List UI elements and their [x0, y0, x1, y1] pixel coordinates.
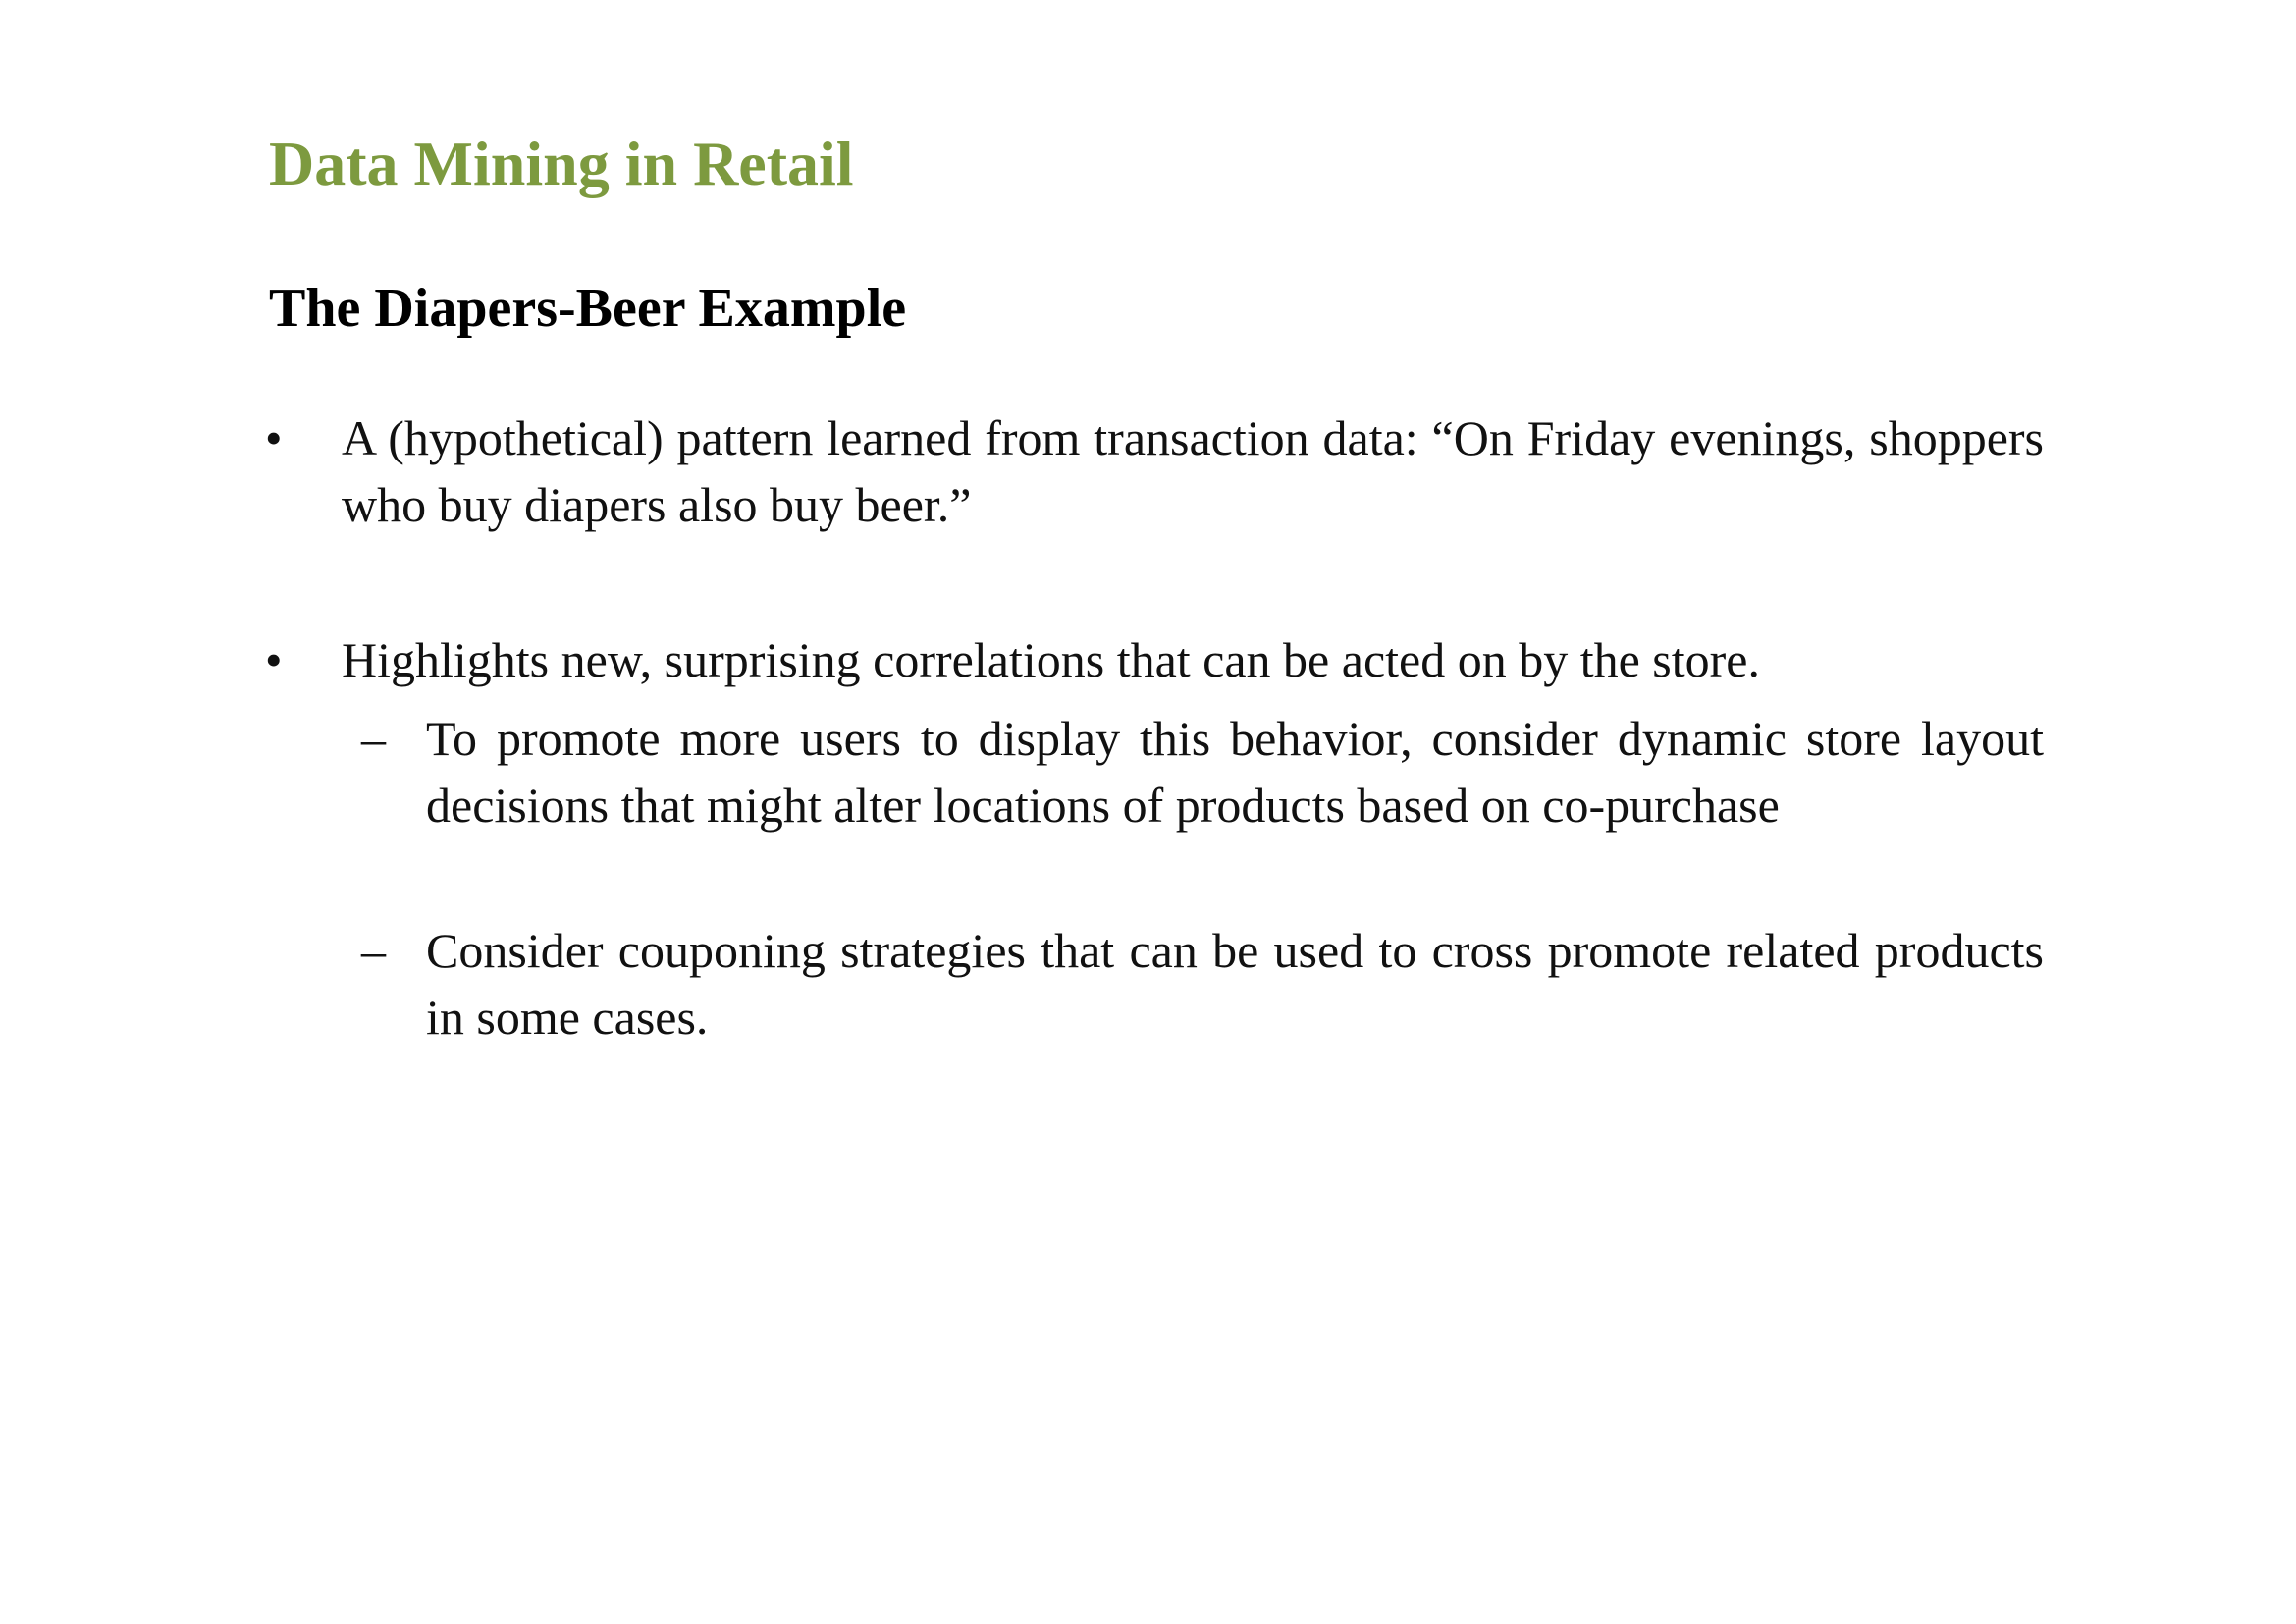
bullet-2-text: Highlights new, surprising correlations … — [342, 632, 1760, 687]
slide-subtitle: The Diapers-Beer Example — [269, 278, 907, 339]
bullet-1: • A (hypothetical) pattern learned from … — [265, 405, 2044, 542]
sub-bullet-1-text: To promote more users to display this be… — [426, 711, 2044, 833]
bullet-marker: • — [265, 632, 283, 687]
bullet-1-text: A (hypothetical) pattern learned from tr… — [342, 410, 2044, 532]
sub-bullet-marker: – — [361, 711, 386, 766]
sub-bullet-2: – Consider couponing strategies that can… — [361, 917, 2044, 1055]
bullet-2: • Highlights new, surprising correlation… — [265, 626, 2044, 695]
bullet-marker: • — [265, 410, 283, 465]
slide-title: Data Mining in Retail — [269, 129, 854, 198]
sub-bullet-marker: – — [361, 923, 386, 978]
sub-bullet-2-text: Consider couponing strategies that can b… — [426, 923, 2044, 1045]
sub-bullet-1: – To promote more users to display this … — [361, 705, 2044, 911]
